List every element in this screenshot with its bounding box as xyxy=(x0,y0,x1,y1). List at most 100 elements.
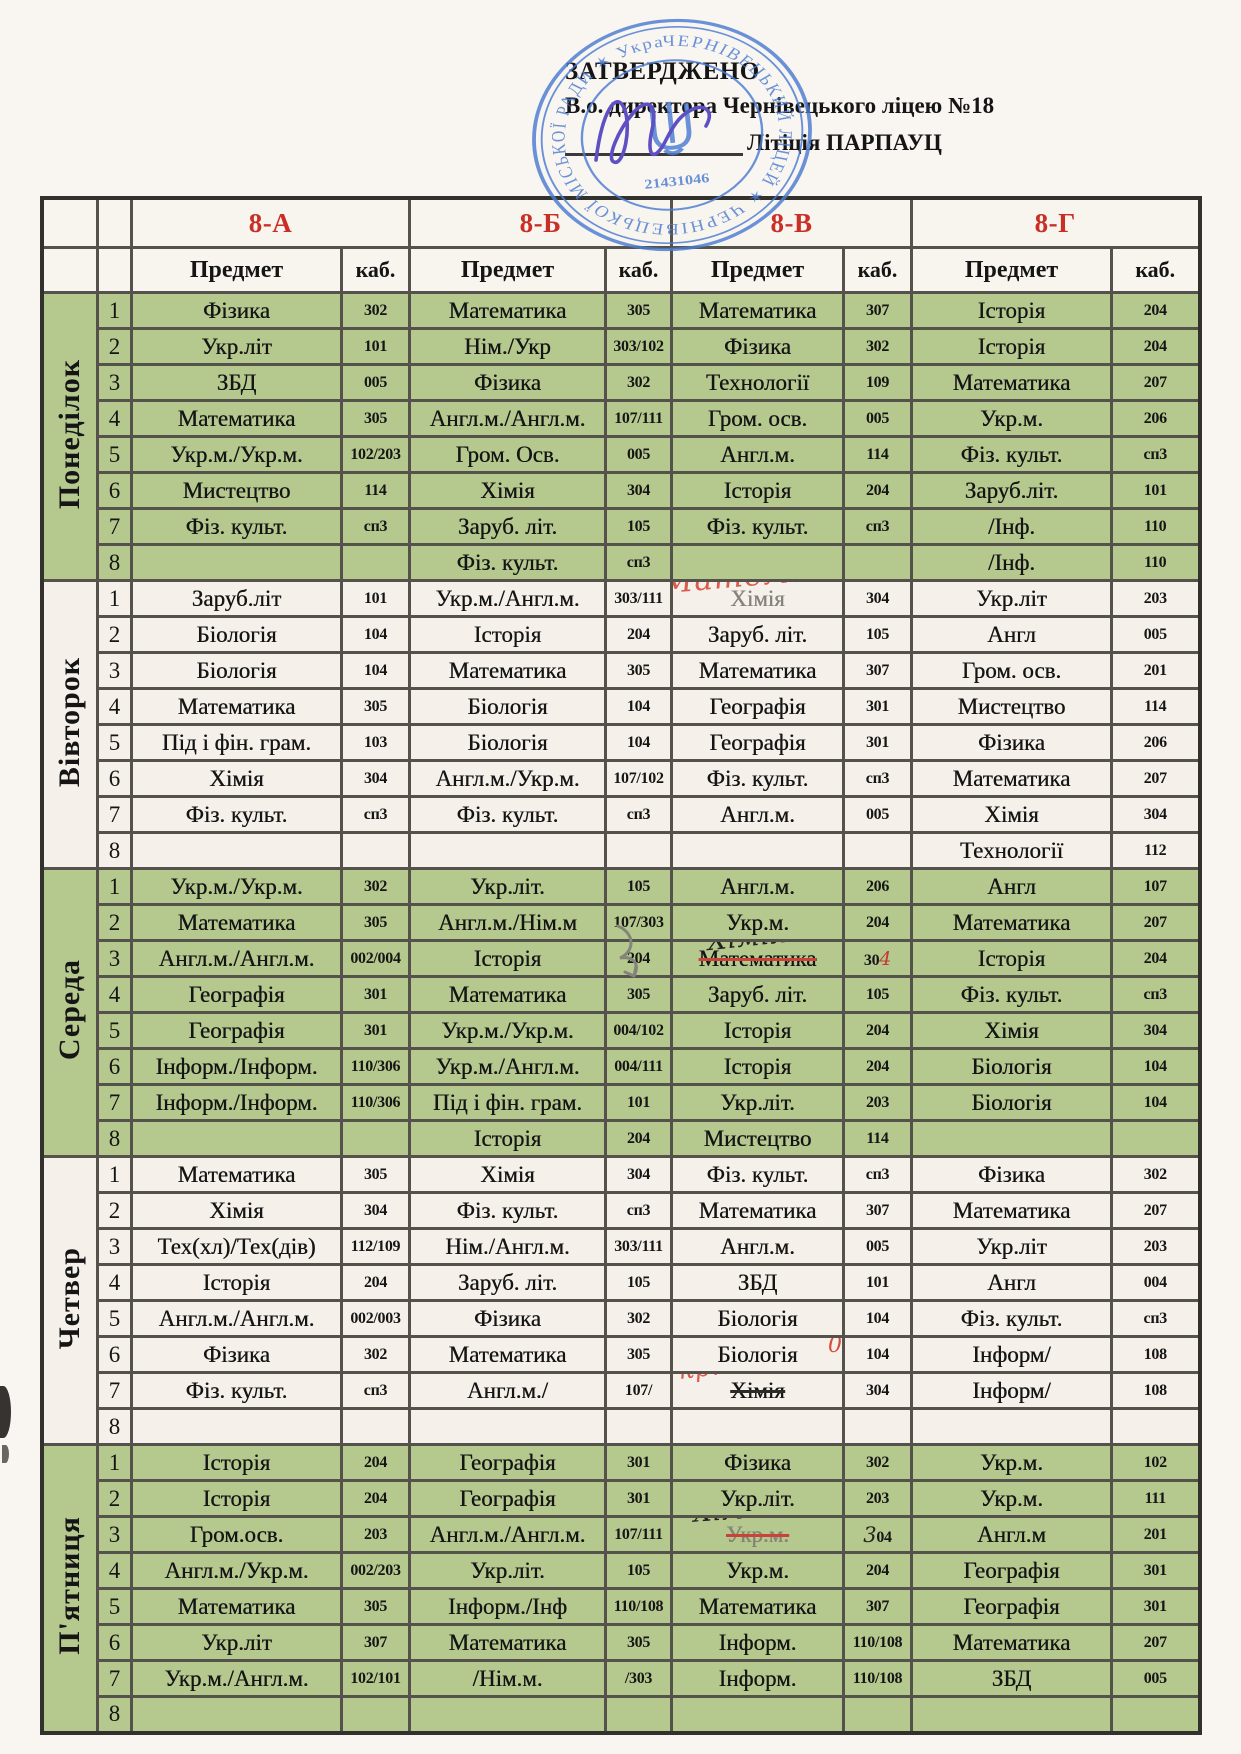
subject-cell-class1: Заруб. літ. xyxy=(408,1263,607,1302)
handwritten-digit: 4 xyxy=(879,947,892,970)
cab-cell-class3: 207 xyxy=(1110,759,1201,798)
cab-cell-class1: 105 xyxy=(604,1263,673,1302)
cab-cell-class1: 104 xyxy=(604,687,673,726)
lesson-number: 2 xyxy=(96,1191,133,1230)
cab-cell-class2 xyxy=(842,1407,913,1446)
subject-cell-class0: Укр.м./Англ.м. xyxy=(130,1659,343,1698)
subject-cell-class0: Англ.м./Англ.м. xyxy=(130,939,343,978)
cab-cell-class1: сп3 xyxy=(604,795,673,834)
cab-cell-class1: 304 xyxy=(604,471,673,510)
subject-cell-class3: Математика xyxy=(910,759,1113,798)
lesson-row: 7 Фіз. культ. сп3 Заруб. літ. 105 Фіз. куль… xyxy=(42,507,1201,546)
subject-cell-class1: Математика xyxy=(408,1623,607,1662)
cab-cell-class2: 204 xyxy=(842,1047,913,1086)
lesson-row: 8 xyxy=(42,1695,1201,1734)
lesson-number: 8 xyxy=(96,1407,133,1446)
subject-cell-class1: Географія xyxy=(408,1479,607,1518)
subject-cell-class3: Хімія xyxy=(910,1011,1113,1050)
cab-cell-class0: сп3 xyxy=(340,795,411,834)
subject-cell-class3 xyxy=(910,1407,1113,1446)
subject-cell-class2: Математика xyxy=(670,1191,845,1230)
subject-cell-class3: Хімія xyxy=(910,795,1113,834)
lesson-number: 6 xyxy=(96,1623,133,1662)
subject-cell-class1: Фізика xyxy=(408,1299,607,1338)
cab-cell-class0: 204 xyxy=(340,1263,411,1302)
lesson-number: 4 xyxy=(96,687,133,726)
cab-cell-class1 xyxy=(604,831,673,870)
day-block-4: П'ятниця 1 Історія 204 Географія 301 Фізика … xyxy=(40,1443,1201,1734)
subject-cell-class0 xyxy=(130,831,343,870)
subject-cell-class3 xyxy=(910,1695,1113,1734)
cab-cell-class2: сп3 xyxy=(842,507,913,546)
subject-cell-class1: Укр.м./Англ.м. xyxy=(408,1047,607,1086)
subject-cell-class2: Інформ. xyxy=(670,1659,845,1698)
cab-cell-class1: 107/111 xyxy=(604,1515,673,1554)
subject-cell-class1: Математика xyxy=(408,1335,607,1374)
subject-cell-class2 xyxy=(670,543,845,582)
cab-cell-class2: 104 xyxy=(842,1299,913,1338)
day-block-0: Понеділок 1 Фізика 302 Математика 305 Матема… xyxy=(40,291,1201,582)
cab-cell-class0: 114 xyxy=(340,471,411,510)
day-block-3: Четвер 1 Математика 305 Хімія 304 Фіз. культ… xyxy=(40,1155,1201,1446)
subject-cell-class0: Укр.м./Укр.м. xyxy=(130,867,343,906)
subject-cell-class0: Математика xyxy=(130,1587,343,1626)
lesson-number: 5 xyxy=(96,723,133,762)
cab-cell-class1: 105 xyxy=(604,1551,673,1590)
cab-cell-class0: 204 xyxy=(340,1479,411,1518)
subject-cell-class0: Математика xyxy=(130,399,343,438)
lesson-number: 6 xyxy=(96,471,133,510)
lesson-row: 4 Математика 305 Біологія 104 Географія 301… xyxy=(42,687,1201,726)
subject-cell-class3: Укр.літ xyxy=(910,1227,1113,1266)
cab-cell-class1: 301 xyxy=(604,1443,673,1482)
cab-cell-class3: 005 xyxy=(1110,615,1201,654)
lesson-number: 6 xyxy=(96,759,133,798)
lesson-number: 5 xyxy=(96,1299,133,1338)
subject-cell-class2: ЗБД xyxy=(670,1263,845,1302)
subject-cell-class3: Біологія xyxy=(910,1047,1113,1086)
lesson-row: 6 Мистецтво 114 Хімія 304 Історія 204 Заруб.… xyxy=(42,471,1201,510)
stamp-number: 21431046 xyxy=(644,171,711,192)
corner-cell xyxy=(40,246,99,294)
cab-cell-class0 xyxy=(340,543,411,582)
cab-cell-class1: 004/111 xyxy=(604,1047,673,1086)
subject-cell-class2: Математика xyxy=(670,651,845,690)
lesson-row: 4 Історія 204 Заруб. літ. 105 ЗБД 101 Англ 0… xyxy=(42,1263,1201,1302)
cab-cell-class0: 302 xyxy=(340,867,411,906)
cab-cell-class3: 301 xyxy=(1110,1587,1201,1626)
cab-cell-class0: 102/203 xyxy=(340,435,411,474)
trident-emblem xyxy=(649,101,692,156)
cab-cell-class3: 108 xyxy=(1110,1371,1201,1410)
lesson-row: 2 Історія 204 Географія 301 Укр.літ. 203 Укр… xyxy=(42,1479,1201,1518)
cab-cell-class3: 201 xyxy=(1110,1515,1201,1554)
subject-cell-class1: Історія xyxy=(408,939,607,978)
cab-cell-class2 xyxy=(842,1695,913,1734)
subject-cell-class1: Англ.м./Нім.м xyxy=(408,903,607,942)
cab-cell-class2: 005 xyxy=(842,1227,913,1266)
subject-cell-class1: Математика xyxy=(408,651,607,690)
lesson-row: 2 Біологія 104 Історія 204 Заруб. літ. 105 А… xyxy=(42,615,1201,654)
cab-cell-class3: 201 xyxy=(1110,651,1201,690)
cab-cell-class1: 305 xyxy=(604,1335,673,1374)
subject-cell-class3: Фіз. культ. xyxy=(910,435,1113,474)
subject-cell-class1: Фізика xyxy=(408,363,607,402)
lesson-number: 2 xyxy=(96,1479,133,1518)
cab-cell-class1: 107/303 xyxy=(604,903,673,942)
subject-cell-class2: Фізика xyxy=(670,327,845,366)
subject-cell-class3: Математика xyxy=(910,1191,1113,1230)
subject-cell-class0: Математика xyxy=(130,687,343,726)
subject-cell-class0: Інформ./Інформ. xyxy=(130,1047,343,1086)
cab-cell-class1: 107/102 xyxy=(604,759,673,798)
cab-cell-class3: 114 xyxy=(1110,687,1201,726)
cab-cell-class2: 114 xyxy=(842,435,913,474)
subject-cell-class2: Фіз. культ. xyxy=(670,507,845,546)
cab-cell-class3: 207 xyxy=(1110,1191,1201,1230)
cab-cell-class3: 203 xyxy=(1110,1227,1201,1266)
subject-cell-class0 xyxy=(130,543,343,582)
subject-cell-class1: Нім./Укр xyxy=(408,327,607,366)
cab-cell-class3: 111 xyxy=(1110,1479,1201,1518)
cab-cell-class3: 203 xyxy=(1110,579,1201,618)
lesson-number: 2 xyxy=(96,903,133,942)
subject-cell-class3: ЗБД xyxy=(910,1659,1113,1698)
subject-cell-class3: /Інф. xyxy=(910,507,1113,546)
cab-cell-class0: 005 xyxy=(340,363,411,402)
